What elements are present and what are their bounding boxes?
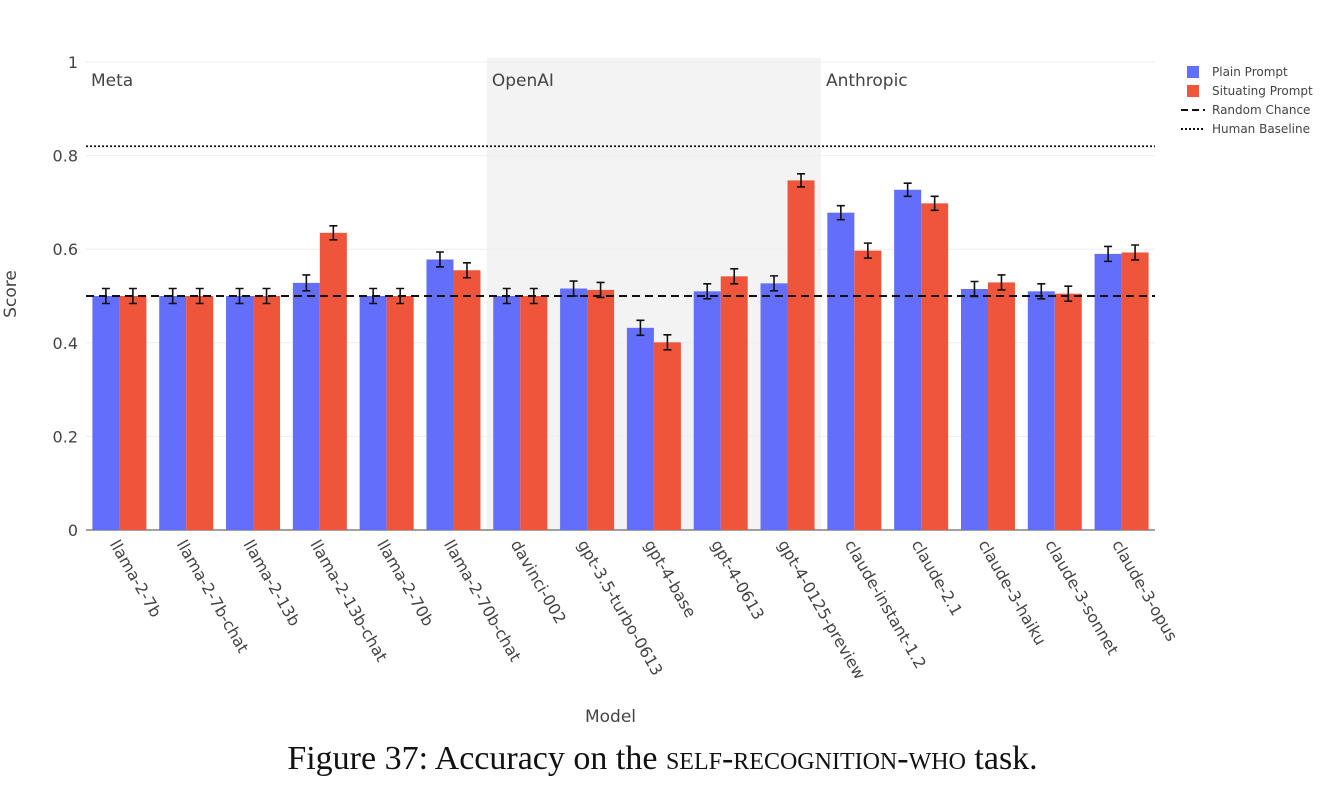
bar-plain-8 [626,327,654,530]
bar-situating-14 [1054,293,1082,530]
figure-caption: Figure 37: Accuracy on the self-recognit… [0,740,1325,778]
legend-label-human-baseline: Human Baseline [1212,122,1310,136]
bar-plain-14 [1027,291,1055,530]
ytick-label-5: 1 [68,53,78,72]
y-axis-title: Score [1,270,21,318]
error-bar-situating-12 [930,195,939,212]
error-bar-plain-2 [235,287,244,305]
bar-plain-5 [426,259,454,530]
legend-label-plain-prompt: Plain Prompt [1212,65,1288,79]
ytick-label-2: 0.4 [53,334,78,353]
xtick-label-1: llama-2-7b-chat [173,537,253,656]
ytick-label-1: 0.2 [53,427,78,446]
error-bar-situating-13 [997,274,1006,291]
bar-situating-13 [987,282,1015,530]
xtick-label-3: llama-2-13b-chat [306,537,391,665]
bar-situating-10 [787,180,815,531]
xtick-label-5: llama-2-70b-chat [440,537,525,665]
error-bar-situating-14 [1064,285,1073,302]
xtick-label-9: gpt-4-0613 [707,537,768,624]
bar-plain-1 [159,296,187,530]
ytick-label-4: 0.8 [53,147,78,166]
error-bar-plain-12 [903,182,912,198]
bar-plain-12 [894,189,922,530]
bar-situating-2 [253,296,281,530]
bar-situating-15 [1121,252,1149,530]
error-bar-situating-15 [1131,244,1140,261]
ytick-label-0: 0 [68,521,78,540]
legend-label-random-chance: Random Chance [1212,103,1310,117]
error-bar-plain-15 [1104,245,1113,263]
bar-situating-1 [186,296,214,530]
error-bar-plain-5 [435,251,444,268]
error-bar-situating-8 [663,334,672,351]
bar-situating-8 [653,342,681,530]
bar-plain-13 [960,288,988,530]
bar-plain-6 [493,296,521,530]
bar-plain-3 [292,282,320,530]
xtick-label-13: claude-3-haiku [975,537,1051,649]
bar-situating-12 [921,203,949,530]
error-bar-plain-11 [836,204,845,221]
group-label-1: OpenAI [492,71,554,91]
error-bar-plain-8 [636,319,645,337]
error-bar-plain-1 [168,287,177,305]
bar-situating-6 [520,296,548,530]
bar-plain-4 [359,296,387,530]
legend-swatch-plain-prompt [1187,66,1199,78]
xtick-label-8: gpt-4-base [640,537,700,621]
bar-situating-4 [386,296,414,530]
xtick-label-6: davinci-002 [507,537,570,628]
error-bar-situating-2 [262,287,271,305]
caption-prefix: Figure 37: Accuracy on the [287,740,666,777]
ytick-label-3: 0.6 [53,240,78,259]
bar-plain-11 [827,212,855,531]
bar-situating-3 [319,232,347,530]
bar-plain-10 [760,283,788,530]
error-bar-situating-1 [195,287,204,305]
error-bar-situating-7 [596,281,605,299]
bar-situating-7 [587,289,615,530]
bar-plain-7 [560,288,588,530]
group-label-2: Anthropic [826,71,908,91]
xtick-label-14: claude-3-sonnet [1041,537,1122,659]
xtick-label-15: claude-3-opus [1108,537,1181,645]
error-bar-situating-9 [730,268,739,285]
legend-swatch-situating-prompt [1187,85,1199,97]
error-bar-plain-9 [703,283,712,300]
bar-situating-5 [453,270,481,530]
bar-situating-11 [854,250,882,530]
chart: 0 0.2 0.4 0.6 0.8 1 Meta OpenAI Anthropic llama-2… [1,53,1313,727]
xtick-label-2: llama-2-13b [240,537,305,630]
error-bar-situating-3 [329,225,338,241]
bar-situating-9 [720,276,748,530]
xtick-label-4: llama-2-70b [373,537,438,630]
error-bar-situating-5 [462,261,471,279]
caption-suffix: task. [965,740,1038,777]
x-axis-title: Model [585,707,636,727]
bar-plain-15 [1094,253,1122,530]
legend-label-situating-prompt: Situating Prompt [1212,84,1313,98]
caption-task: self-recognition-who [665,740,966,777]
group-label-0: Meta [91,71,133,91]
error-bar-plain-3 [302,274,311,292]
error-bar-situating-11 [863,242,872,259]
xtick-label-12: claude-2.1 [908,537,967,620]
bar-plain-0 [92,296,120,530]
bar-plain-9 [693,291,721,530]
xtick-label-0: llama-2-7b [106,537,166,621]
error-bar-plain-10 [770,275,779,292]
bar-situating-0 [119,296,147,530]
error-bar-situating-10 [797,173,806,188]
bar-plain-2 [226,296,254,530]
